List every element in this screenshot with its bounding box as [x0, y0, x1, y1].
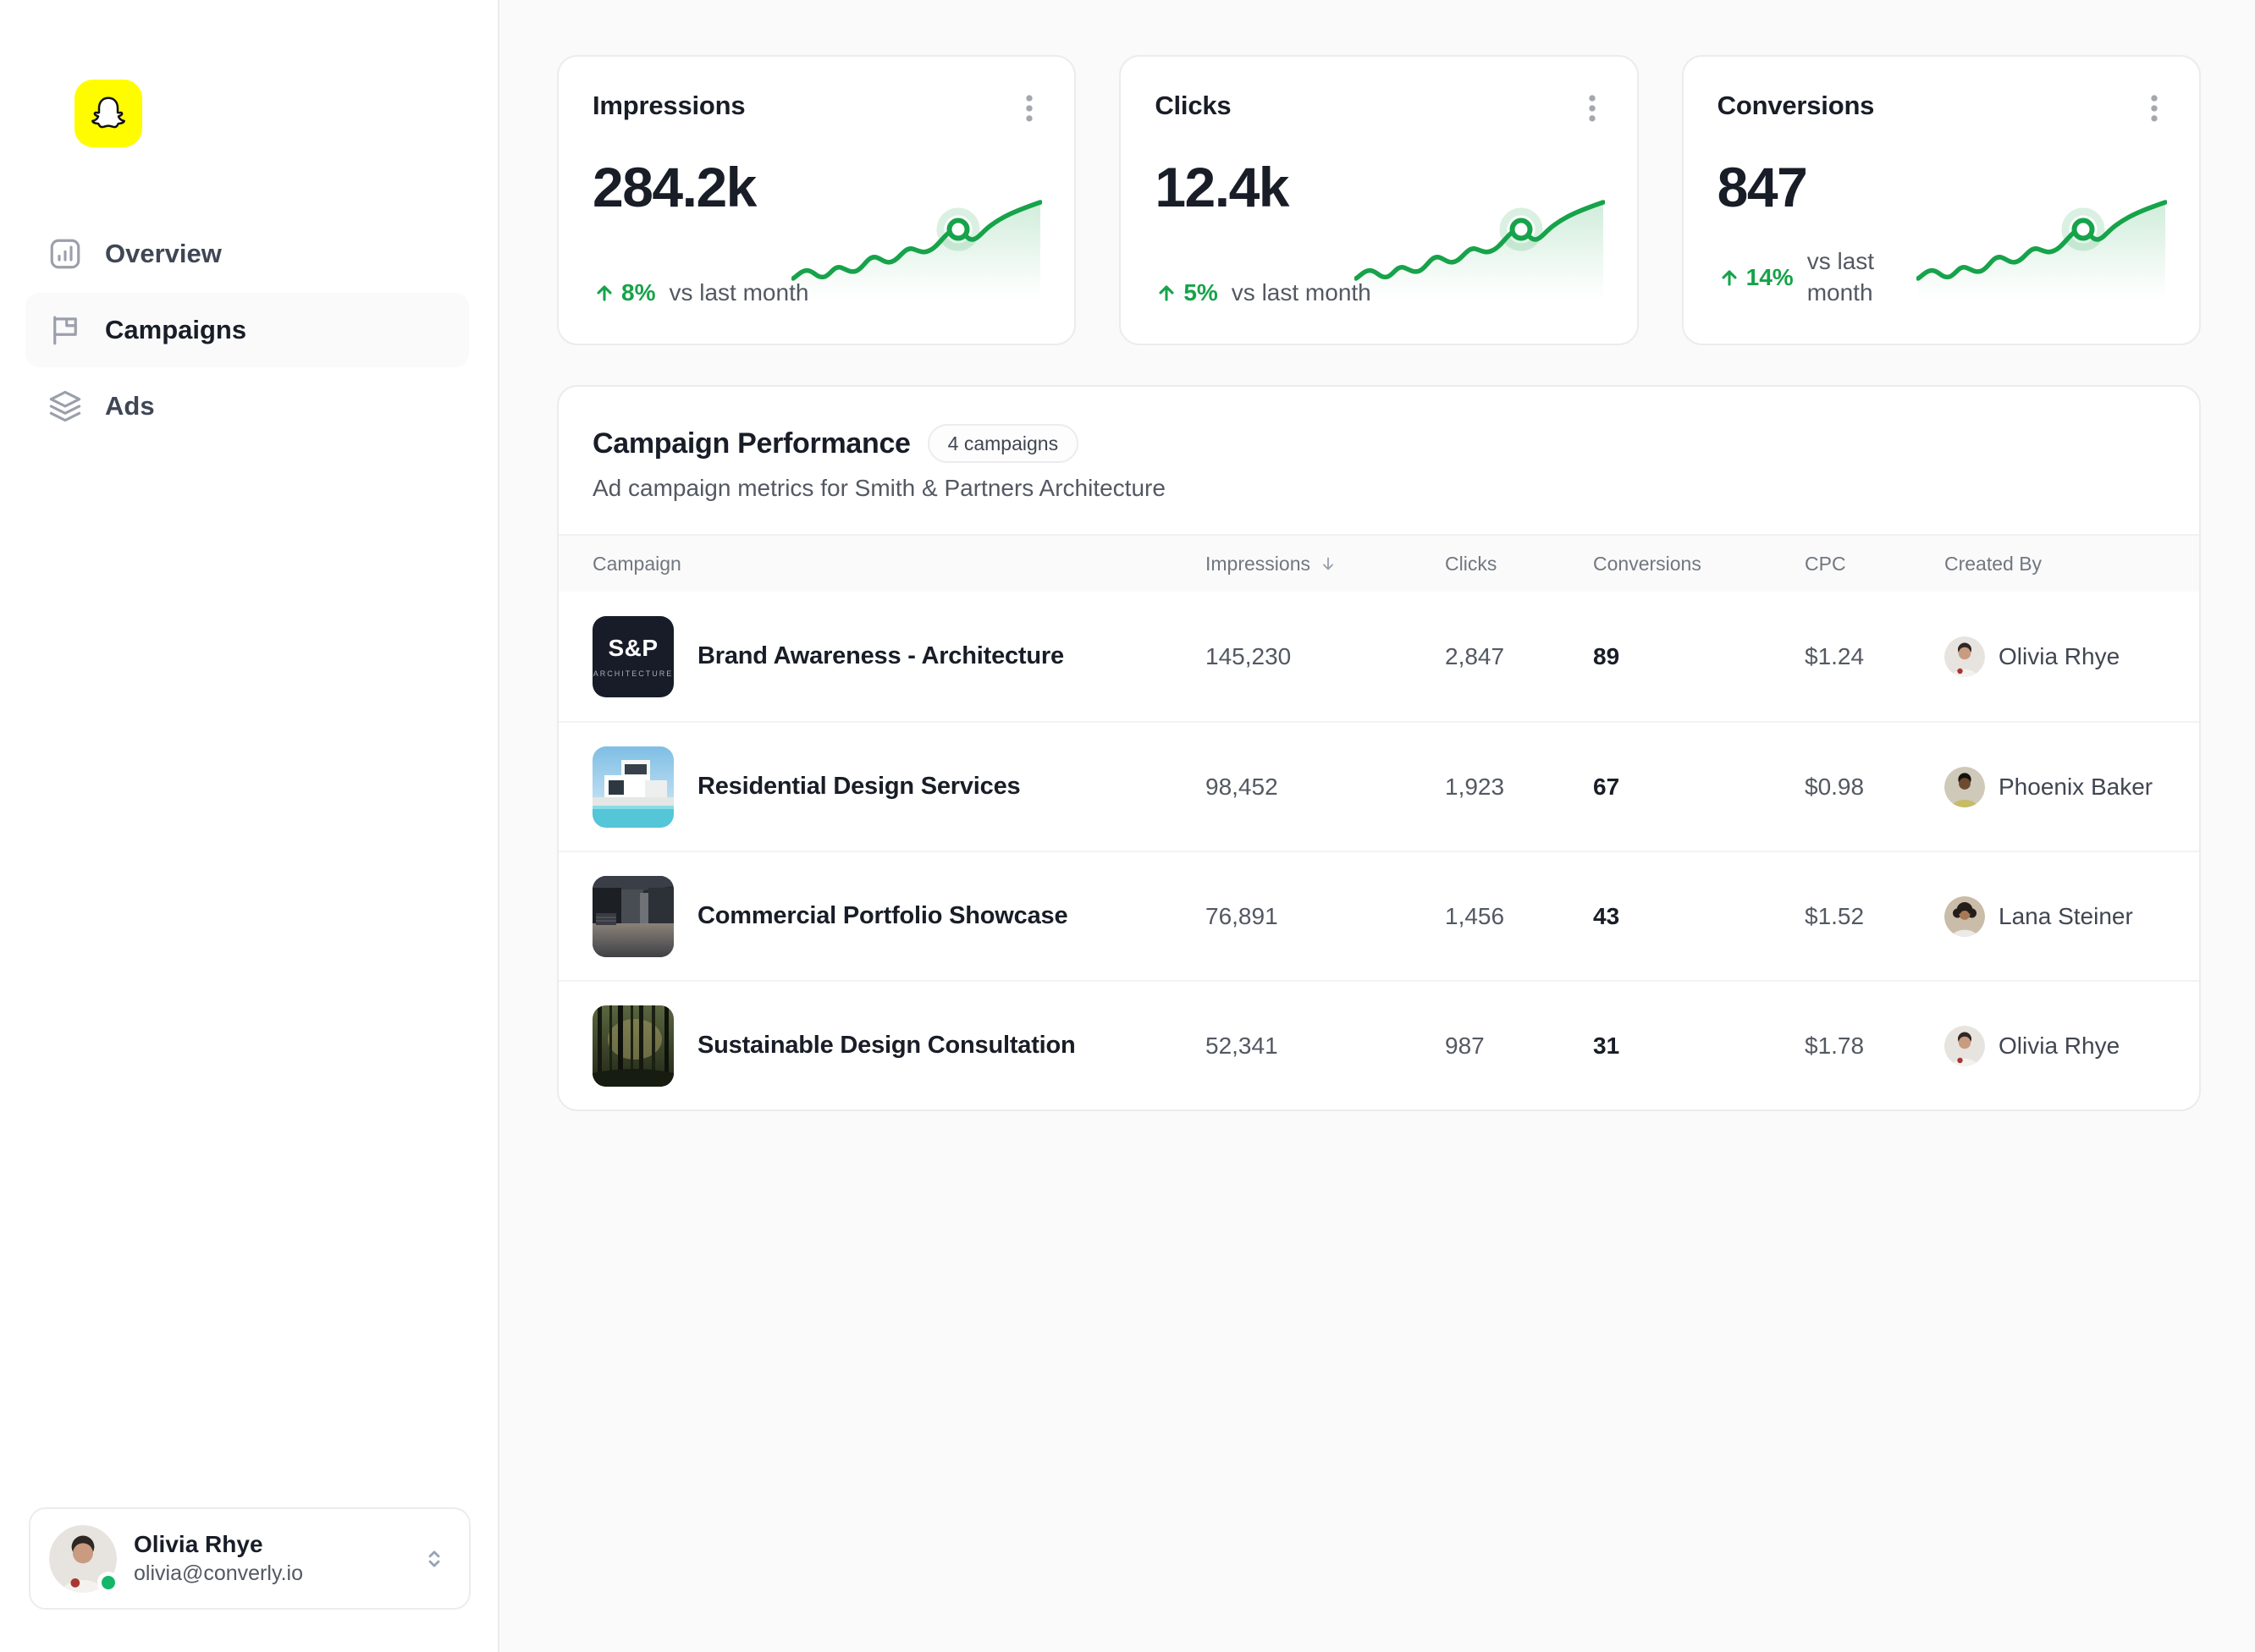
- sidebar-nav: Overview Campaigns Ads: [0, 217, 498, 443]
- user-name: Olivia Rhye: [134, 1531, 263, 1557]
- stats-row: Impressions 284.2k 8% vs last month Clic…: [557, 55, 2201, 345]
- sidebar-item-campaigns[interactable]: Campaigns: [25, 293, 469, 367]
- cell-impressions: 52,341: [1205, 1032, 1278, 1059]
- sparkline-chart: [1916, 191, 2167, 301]
- cell-cpc: $1.24: [1805, 642, 1865, 669]
- avatar-phoenix-baker: [1944, 766, 1985, 807]
- user-email: olivia@converly.io: [134, 1561, 303, 1585]
- cell-impressions: 145,230: [1205, 642, 1292, 669]
- stat-delta-label: vs last month: [1806, 248, 1875, 306]
- panel-title: Campaign Performance: [593, 427, 911, 460]
- user-menu[interactable]: Olivia Rhye olivia@converly.io: [29, 1507, 471, 1610]
- stat-value: 284.2k: [593, 156, 757, 218]
- stat-delta: 14% vs last month: [1717, 246, 1943, 308]
- stat-card-impressions: Impressions 284.2k 8% vs last month: [557, 55, 1077, 345]
- user-avatar: [49, 1524, 119, 1594]
- column-header-cpc[interactable]: CPC: [1805, 552, 1846, 575]
- sidebar-item-overview[interactable]: Overview: [25, 217, 469, 291]
- column-header-created-by[interactable]: Created By: [1944, 552, 2043, 575]
- cell-cpc: $1.52: [1805, 902, 1865, 929]
- cell-clicks: 1,923: [1445, 773, 1505, 800]
- bar-chart-square-icon: [50, 239, 80, 269]
- card-menu-button[interactable]: [1569, 85, 1615, 131]
- sidebar-item-ads[interactable]: Ads: [25, 369, 469, 443]
- table-row[interactable]: Commercial Portfolio Showcase 76,891 1,4…: [559, 851, 2199, 980]
- cell-created-by: Olivia Rhye: [1999, 642, 2120, 669]
- cell-clicks: 1,456: [1445, 902, 1505, 929]
- cell-conversions: 67: [1593, 773, 1620, 800]
- column-header-impressions[interactable]: Impressions: [1205, 553, 1445, 575]
- sort-descending-icon: [1323, 557, 1333, 570]
- online-status-dot: [97, 1571, 119, 1594]
- stat-delta: 8% vs last month: [593, 278, 808, 308]
- sparkline-chart: [1354, 191, 1605, 301]
- stat-card-clicks: Clicks 12.4k 5% vs last month: [1119, 55, 1639, 345]
- table-row[interactable]: S&P ARCHITECTURE Brand Awareness - Archi…: [559, 592, 2199, 721]
- campaign-count-badge: 4 campaigns: [927, 424, 1079, 463]
- column-header-clicks[interactable]: Clicks: [1445, 552, 1497, 575]
- campaign-thumbnail-sp-logo: S&P ARCHITECTURE: [593, 615, 674, 697]
- stat-delta-percent: 8%: [621, 278, 656, 306]
- sidebar-item-label: Campaigns: [105, 315, 247, 344]
- stat-value: 12.4k: [1155, 156, 1289, 218]
- stat-delta: 5% vs last month: [1155, 278, 1371, 308]
- campaign-name: Sustainable Design Consultation: [697, 1032, 1076, 1059]
- table-row[interactable]: Residential Design Services 98,452 1,923…: [559, 721, 2199, 851]
- dots-vertical-icon: [1026, 95, 1033, 122]
- snapchat-ghost-icon: [91, 96, 125, 129]
- campaign-thumbnail-residential-house: [593, 746, 674, 828]
- column-header-campaign[interactable]: Campaign: [593, 552, 681, 575]
- cell-clicks: 987: [1445, 1032, 1485, 1059]
- cell-cpc: $0.98: [1805, 773, 1865, 800]
- campaign-performance-panel: Campaign Performance 4 campaigns Ad camp…: [557, 385, 2201, 1111]
- stat-delta-label: vs last month: [1231, 278, 1371, 306]
- table-header: Campaign Impressions Clicks Conversions …: [559, 534, 2199, 592]
- sparkline-chart: [791, 191, 1042, 301]
- campaign-name: Commercial Portfolio Showcase: [697, 902, 1068, 929]
- sidebar: Overview Campaigns Ads Olivia Rhye: [0, 0, 499, 1652]
- stat-card-conversions: Conversions 847 14% vs last month: [1681, 55, 2201, 345]
- arrow-up-icon: [1722, 270, 1737, 286]
- table-row[interactable]: Sustainable Design Consultation 52,341 9…: [559, 980, 2199, 1110]
- chevrons-up-down-icon[interactable]: [422, 1546, 447, 1572]
- stat-title: Clicks: [1155, 91, 1232, 120]
- layers-icon: [49, 390, 81, 422]
- cell-clicks: 2,847: [1445, 642, 1505, 669]
- cell-cpc: $1.78: [1805, 1032, 1865, 1059]
- cell-created-by: Phoenix Baker: [1999, 773, 2153, 800]
- sidebar-item-label: Ads: [105, 391, 155, 421]
- stat-delta-percent: 14%: [1745, 263, 1794, 290]
- flag-icon: [53, 316, 77, 345]
- card-menu-button[interactable]: [2131, 85, 2177, 131]
- cell-conversions: 31: [1593, 1032, 1620, 1059]
- panel-subtitle: Ad campaign metrics for Smith & Partners…: [593, 475, 1166, 501]
- column-header-conversions[interactable]: Conversions: [1593, 552, 1701, 575]
- campaign-name: Residential Design Services: [697, 773, 1021, 800]
- cell-impressions: 98,452: [1205, 773, 1278, 800]
- cell-conversions: 43: [1593, 902, 1620, 929]
- main-content: Impressions 284.2k 8% vs last month Clic…: [499, 0, 2255, 1652]
- stat-delta-label: vs last month: [669, 278, 809, 306]
- avatar-lana-steiner: [1944, 895, 1985, 937]
- campaign-thumbnail-forest: [593, 1005, 674, 1087]
- avatar-olivia-rhye: [1944, 1025, 1985, 1066]
- arrow-up-icon: [1159, 285, 1174, 301]
- dots-vertical-icon: [2151, 95, 2158, 122]
- arrow-up-icon: [597, 285, 612, 301]
- campaign-thumbnail-commercial-interior: [593, 875, 674, 957]
- cell-impressions: 76,891: [1205, 902, 1278, 929]
- stat-title: Impressions: [593, 91, 746, 120]
- cell-created-by: Lana Steiner: [1999, 902, 2133, 929]
- snapchat-logo[interactable]: [74, 80, 142, 147]
- card-menu-button[interactable]: [1006, 85, 1052, 131]
- avatar-olivia-rhye: [1944, 636, 1985, 677]
- dots-vertical-icon: [1588, 95, 1596, 122]
- cell-created-by: Olivia Rhye: [1999, 1032, 2120, 1059]
- campaign-name: Brand Awareness - Architecture: [697, 642, 1064, 669]
- stat-title: Conversions: [1717, 91, 1875, 120]
- cell-conversions: 89: [1593, 642, 1620, 669]
- stat-value: 847: [1717, 156, 1808, 218]
- stat-delta-percent: 5%: [1183, 278, 1218, 306]
- sidebar-item-label: Overview: [105, 239, 222, 268]
